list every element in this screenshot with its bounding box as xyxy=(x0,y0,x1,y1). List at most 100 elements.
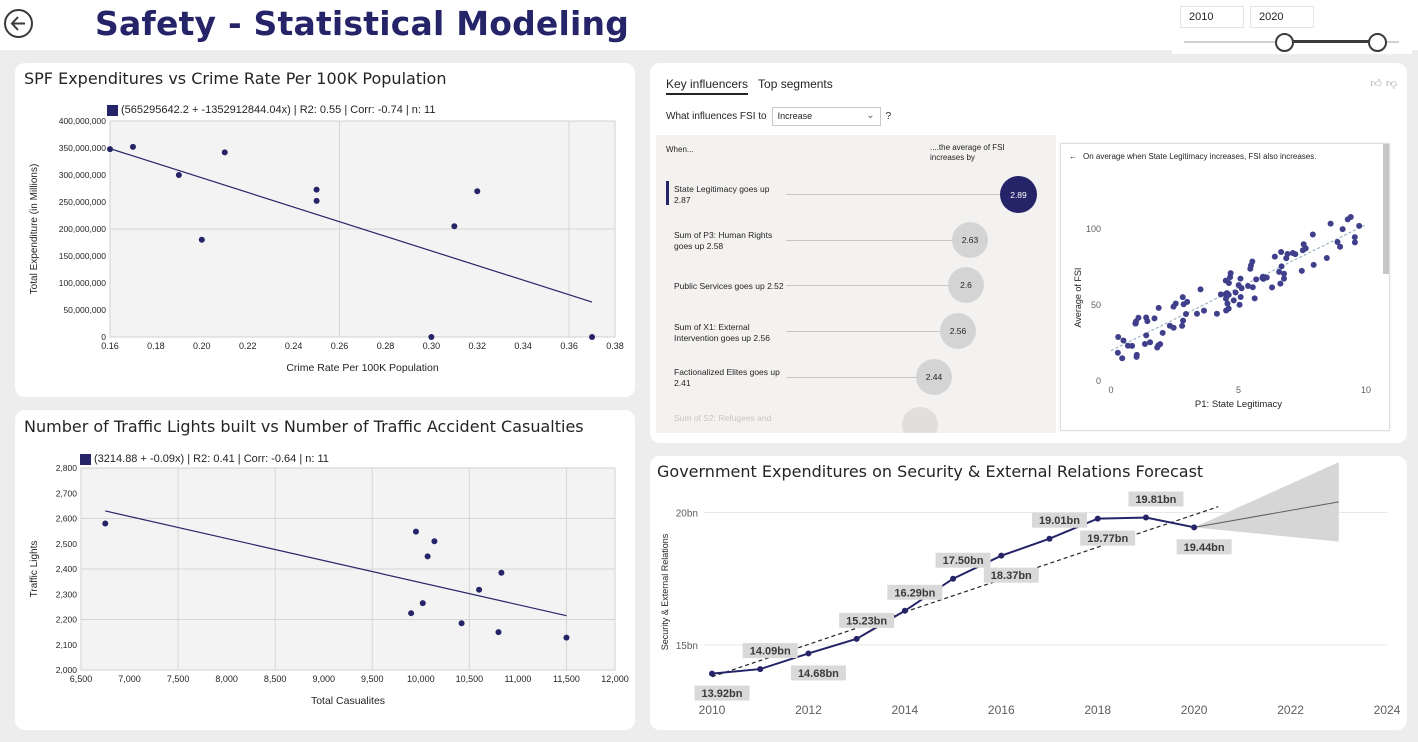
ki-row-label[interactable]: State Legitimacy goes up 2.87 xyxy=(674,184,770,205)
data-point xyxy=(313,186,320,193)
slider-start-handle[interactable] xyxy=(1275,33,1294,52)
y-tick-label: 50 xyxy=(1091,300,1101,310)
scatter-point xyxy=(1170,324,1177,331)
y-axis-label: Security & External Relations xyxy=(660,533,670,650)
ki-row-label[interactable]: Factionalized Elites goes up 2.41 xyxy=(674,367,780,388)
data-point xyxy=(175,172,182,178)
y-axis-label: Total Expenditure (in Millions) xyxy=(29,164,40,295)
back-arrow-icon xyxy=(10,16,25,31)
ki-avg-header: ....the average of FSI increases by xyxy=(930,143,1005,162)
x-tick-label: 9,500 xyxy=(361,674,384,684)
x-tick-label: 2020 xyxy=(1181,703,1208,717)
x-tick-label: 10,000 xyxy=(407,674,435,684)
spf-scatter-card: SPF Expenditures vs Crime Rate Per 100K … xyxy=(15,63,635,397)
data-point xyxy=(757,666,764,673)
scatter-point xyxy=(1334,239,1341,246)
ki-row-label[interactable]: Public Services goes up 2.52 xyxy=(674,281,784,291)
data-point xyxy=(419,600,426,607)
scatter-point xyxy=(1309,231,1316,238)
ki-bubble[interactable]: 2.6 xyxy=(948,267,984,303)
ki-detail-text: On average when State Legitimacy increas… xyxy=(1083,152,1317,161)
ki-row-label[interactable]: Sum of P3: Human Rights goes up 2.58 xyxy=(674,230,773,251)
chart-title: Number of Traffic Lights built vs Number… xyxy=(24,417,584,436)
ki-bubble[interactable] xyxy=(902,407,938,433)
scatter-point xyxy=(1236,301,1243,308)
ki-bubble[interactable]: 2.89 xyxy=(1000,176,1037,213)
back-arrow-icon[interactable]: ← xyxy=(1069,152,1077,161)
data-point xyxy=(901,607,908,614)
ki-bubble[interactable]: 2.56 xyxy=(940,313,976,349)
x-tick-label: 0.28 xyxy=(377,341,395,351)
scatter-point xyxy=(1351,239,1358,246)
scatter-point xyxy=(1170,303,1177,310)
data-point xyxy=(709,670,715,677)
scatter-point xyxy=(1299,247,1306,254)
x-tick-label: 0.30 xyxy=(423,341,441,351)
scatter-point xyxy=(1224,300,1231,307)
x-tick-label: 0.22 xyxy=(239,341,257,351)
scatter-point xyxy=(1337,243,1344,250)
page-title: Safety - Statistical Modeling xyxy=(95,4,630,43)
thumbs-up-icon[interactable]: 👍︎ xyxy=(1370,78,1382,90)
ki-row-label[interactable]: Sum of X1: External Intervention goes up… xyxy=(674,322,770,343)
back-button[interactable] xyxy=(4,9,33,38)
data-point xyxy=(476,586,483,593)
ki-when-header: When... xyxy=(666,145,694,154)
scatter-point xyxy=(1344,216,1351,223)
y-tick-label: 2,300 xyxy=(56,589,78,599)
forecast-line xyxy=(1194,501,1339,528)
x-tick-label: 0.24 xyxy=(285,341,303,351)
ki-dropdown[interactable]: Increase ⌄ xyxy=(771,107,881,126)
forecast-band xyxy=(1194,462,1339,542)
ki-bubble[interactable]: 2.63 xyxy=(952,222,988,258)
y-tick-label: 50,000,000 xyxy=(63,305,106,315)
y-tick-label: 400,000,000 xyxy=(59,116,107,126)
y-tick-label: 2,100 xyxy=(56,640,78,650)
scatter-point xyxy=(1180,317,1187,324)
data-label: 19.81bn xyxy=(1135,494,1176,506)
scatter-point xyxy=(1151,315,1158,322)
data-point xyxy=(412,528,419,535)
scatter-point xyxy=(1143,314,1150,321)
ki-row-label[interactable]: Sum of S2: Refugees and xyxy=(674,413,772,423)
y-tick-label: 350,000,000 xyxy=(59,143,107,153)
scatter-point xyxy=(1222,295,1229,302)
tab-key-influencers[interactable]: Key influencers xyxy=(666,77,749,95)
scatter-point xyxy=(1277,280,1284,287)
slicer-end-input[interactable]: 2020 xyxy=(1250,6,1314,28)
y-axis-label: Average of FSI xyxy=(1073,268,1083,328)
thumbs-down-icon[interactable]: 👎︎ xyxy=(1385,78,1397,90)
ki-bubble[interactable]: 2.44 xyxy=(916,359,952,395)
x-tick-label: 0.38 xyxy=(606,341,624,351)
tab-top-segments[interactable]: Top segments xyxy=(758,77,833,91)
scatter-point xyxy=(1281,270,1288,277)
data-label-bg xyxy=(1080,530,1136,546)
x-tick-label: 2024 xyxy=(1374,703,1401,717)
legend-swatch xyxy=(80,453,91,465)
x-tick-label: 5 xyxy=(1236,385,1241,395)
legend-text: (3214.88 + -0.09x) | R2: 0.41 | Corr: -0… xyxy=(94,453,329,465)
scatter-point xyxy=(1323,254,1330,261)
scatter-point xyxy=(1213,310,1220,317)
data-label-bg xyxy=(1176,539,1232,555)
x-axis-label: Total Casualites xyxy=(311,695,385,707)
scatter-point xyxy=(1115,333,1122,340)
data-point xyxy=(853,635,860,642)
data-label-bg xyxy=(887,584,943,600)
data-point xyxy=(451,223,458,230)
scrollbar[interactable] xyxy=(1383,144,1389,274)
data-label-bg xyxy=(1032,512,1087,528)
data-point xyxy=(221,149,228,156)
slicer-start-input[interactable]: 2010 xyxy=(1180,6,1244,28)
chart-legend: (3214.88 + -0.09x) | R2: 0.41 | Corr: -0… xyxy=(80,453,329,465)
scatter-point xyxy=(1135,314,1142,321)
scatter-point xyxy=(1179,322,1186,329)
scatter-point xyxy=(1276,268,1283,275)
data-point xyxy=(408,610,415,617)
data-label: 13.92bn xyxy=(702,688,743,700)
x-tick-label: 0.20 xyxy=(193,341,211,351)
slider-end-handle[interactable] xyxy=(1368,33,1387,52)
forecast-line-chart: 15bn 20bn 2010 2012 2014 2016 2018 2020 2022 2024… xyxy=(660,462,1401,717)
ki-connector xyxy=(786,194,1001,195)
data-point xyxy=(431,538,438,545)
